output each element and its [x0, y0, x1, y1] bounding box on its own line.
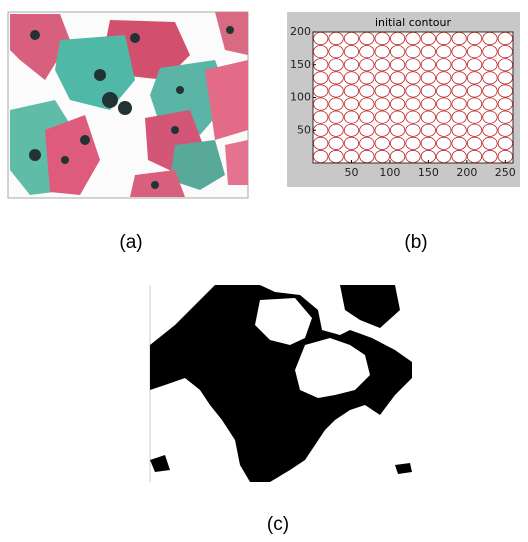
panel-label: (c): [267, 514, 289, 535]
panel-c-image: [150, 285, 412, 482]
x-tick-label: 150: [418, 166, 439, 179]
y-tick-label: 50: [297, 123, 311, 136]
x-tick-label: 200: [456, 166, 477, 179]
panel-a-image: [8, 12, 248, 198]
panel-label: (a): [119, 232, 142, 253]
y-tick-label: 150: [290, 58, 311, 71]
x-tick-label: 100: [379, 166, 400, 179]
x-tick-label: 250: [495, 166, 516, 179]
y-tick-label: 100: [290, 91, 311, 104]
plot-title: initial contour: [375, 16, 452, 29]
panel-label: (b): [404, 232, 427, 253]
y-tick-label: 200: [290, 25, 311, 38]
x-tick-label: 50: [344, 166, 358, 179]
figure: initial contour (a) (b) (c) 50 100 150 200 2…: [0, 0, 528, 538]
